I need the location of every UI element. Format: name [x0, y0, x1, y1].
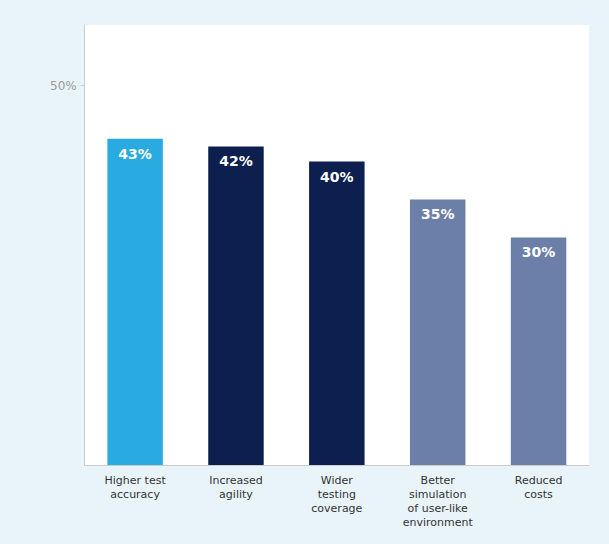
svg-text:accuracy: accuracy — [110, 488, 160, 501]
svg-text:agility: agility — [219, 488, 253, 501]
svg-text:Reduced: Reduced — [515, 474, 563, 487]
svg-text:Better: Better — [421, 474, 456, 487]
svg-text:testing: testing — [318, 488, 356, 501]
svg-text:Higher test: Higher test — [105, 474, 167, 487]
svg-text:43%: 43% — [118, 146, 152, 162]
svg-text:coverage: coverage — [311, 502, 362, 515]
svg-text:50%: 50% — [50, 79, 77, 93]
svg-text:Wider: Wider — [321, 474, 353, 487]
svg-text:of user-like: of user-like — [408, 502, 468, 515]
svg-text:simulation: simulation — [409, 488, 466, 501]
svg-text:costs: costs — [524, 488, 553, 501]
svg-text:environment: environment — [403, 516, 474, 529]
svg-text:30%: 30% — [522, 244, 556, 260]
svg-text:Increased: Increased — [209, 474, 263, 487]
svg-text:42%: 42% — [219, 153, 253, 169]
svg-text:35%: 35% — [421, 206, 455, 222]
svg-text:40%: 40% — [320, 169, 354, 185]
